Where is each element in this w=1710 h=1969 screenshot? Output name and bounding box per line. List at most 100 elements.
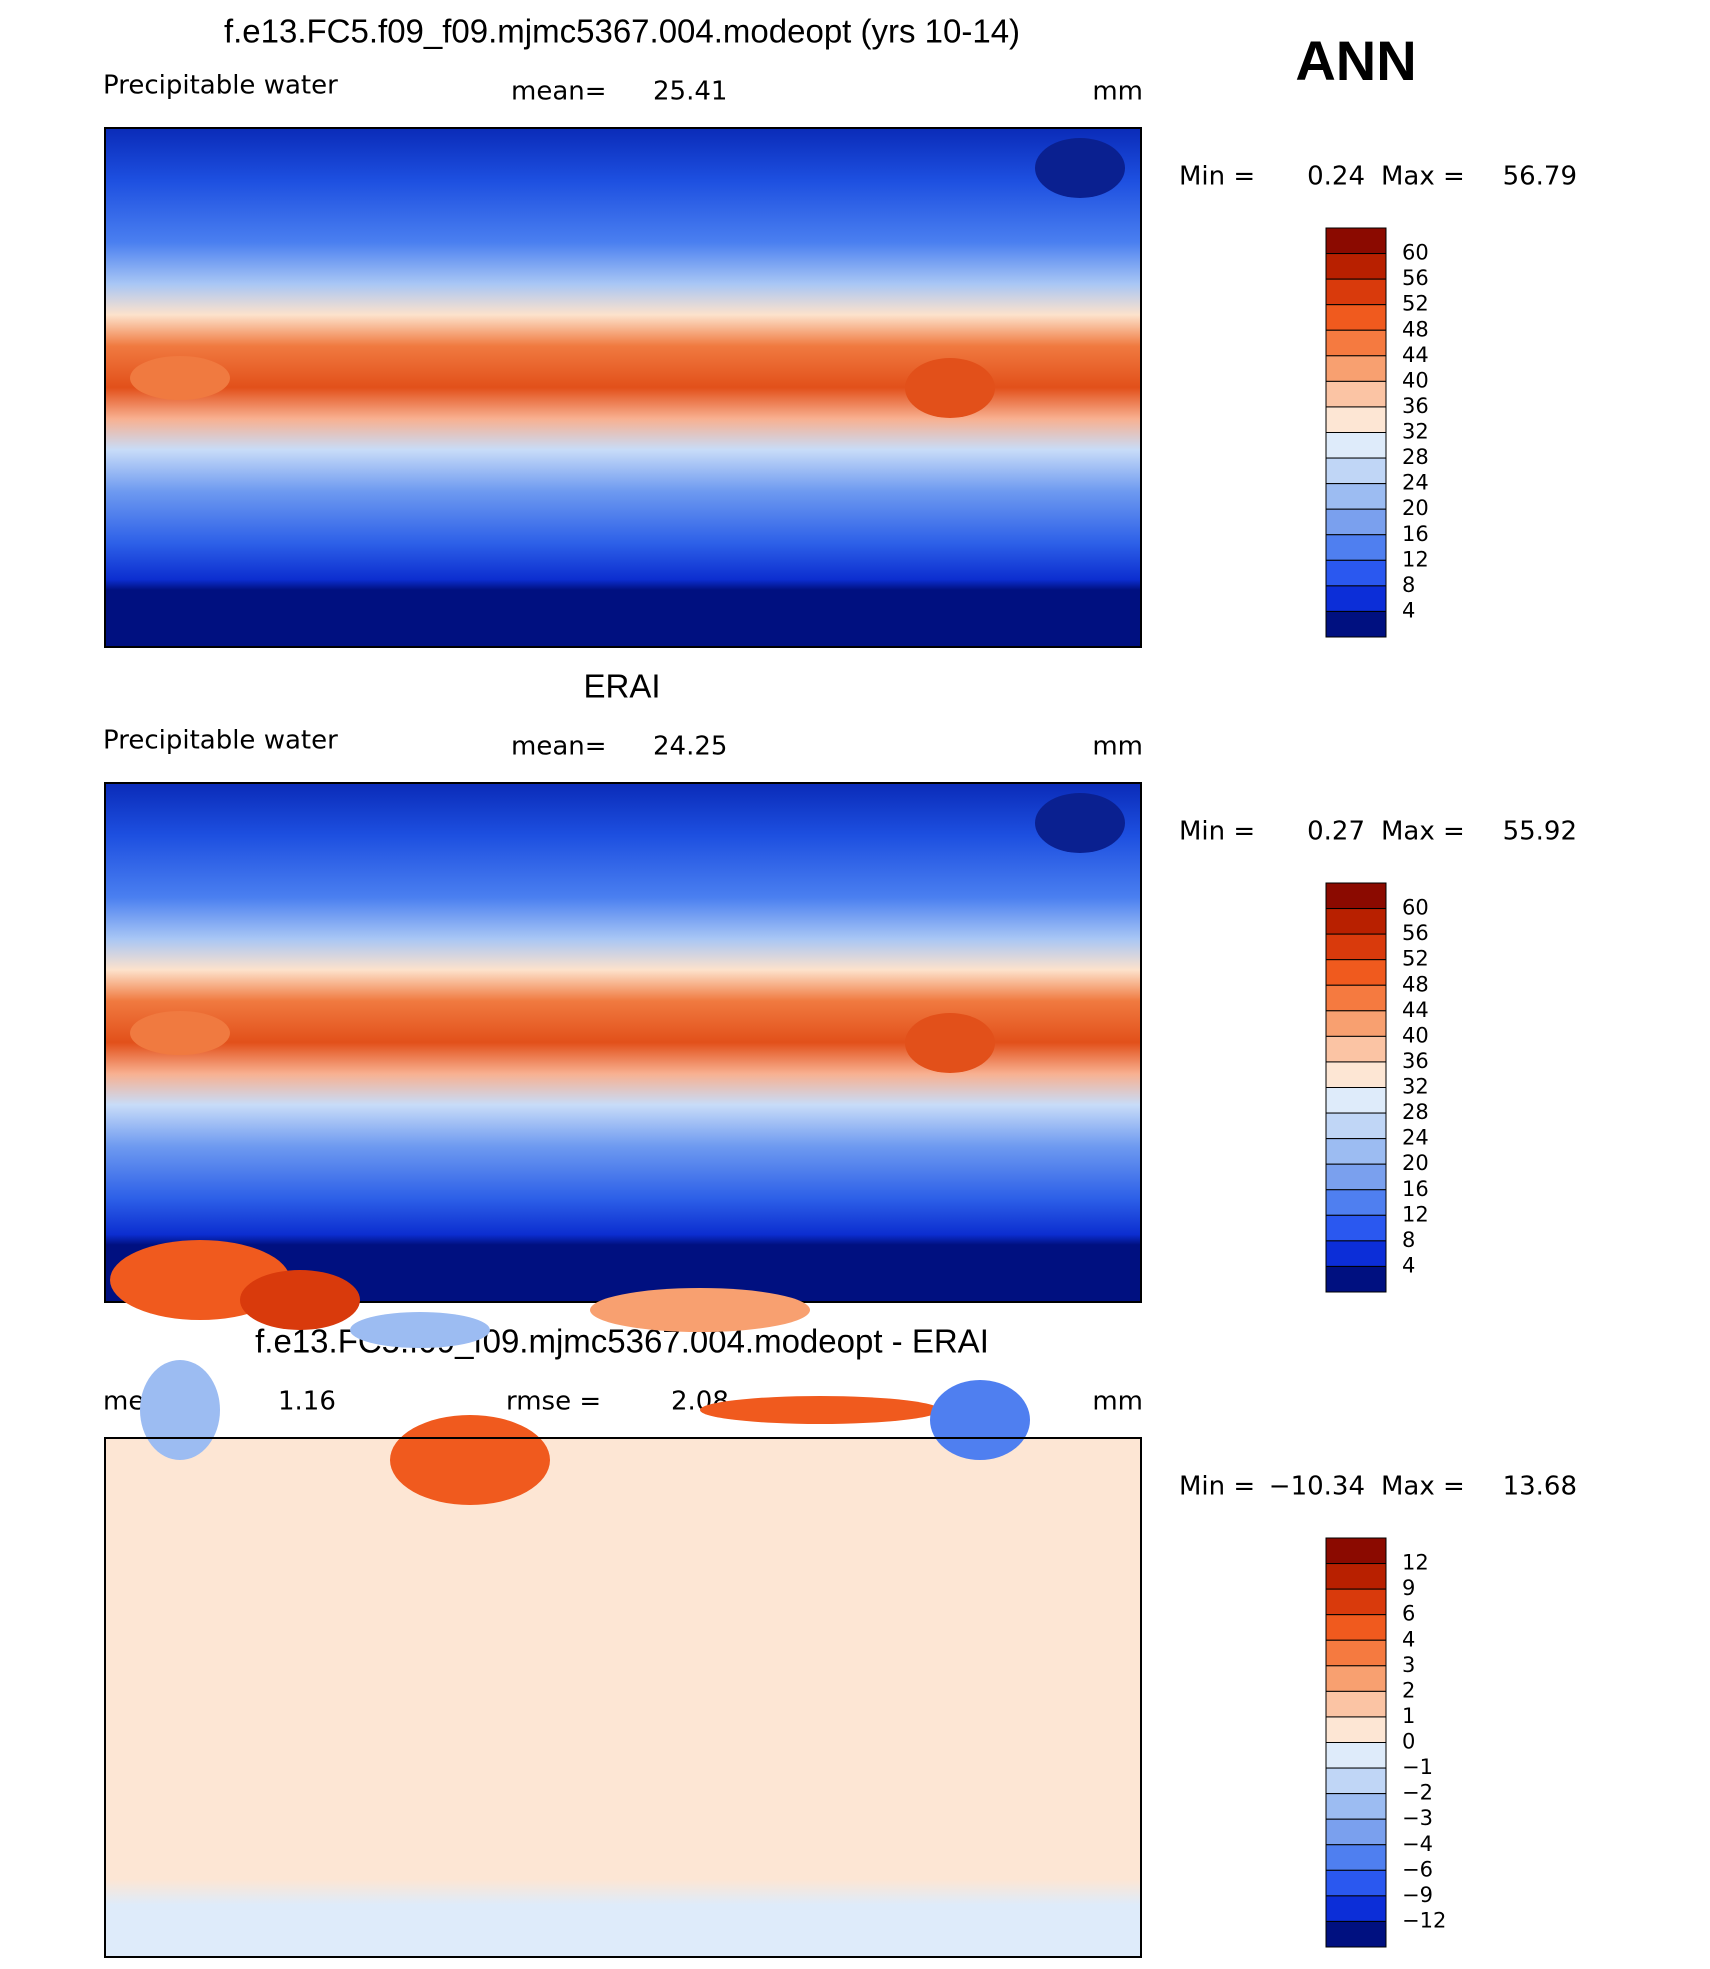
colorbar-box bbox=[1325, 1844, 1387, 1871]
colorbar-box bbox=[1325, 1563, 1387, 1590]
colorbar-box bbox=[1325, 1214, 1387, 1242]
map-anomaly bbox=[930, 1380, 1030, 1460]
colorbar-box bbox=[1325, 1010, 1387, 1037]
colorbar-label: −3 bbox=[1402, 1806, 1433, 1830]
colorbar-label: 48 bbox=[1402, 972, 1429, 996]
max-label: Max = bbox=[1381, 817, 1465, 847]
mean-value: 1.16 bbox=[278, 1387, 336, 1417]
map-frame bbox=[104, 1437, 1142, 1958]
colorbar-box bbox=[1325, 1767, 1387, 1795]
mean-label: mean= bbox=[511, 732, 607, 762]
mean-value: 24.25 bbox=[653, 732, 727, 762]
colorbar-label: 44 bbox=[1402, 343, 1429, 367]
map-feature bbox=[905, 358, 995, 418]
colorbar-label: 24 bbox=[1402, 471, 1429, 495]
min-label: Min = bbox=[1179, 162, 1255, 192]
colorbar-label: 52 bbox=[1402, 292, 1429, 316]
colorbar-label: 4 bbox=[1402, 598, 1415, 622]
colorbar-label: 40 bbox=[1402, 1023, 1429, 1047]
colorbar-box bbox=[1325, 610, 1387, 638]
colorbar-box bbox=[1325, 304, 1387, 331]
colorbar-box bbox=[1325, 508, 1387, 536]
map-feature bbox=[905, 1013, 995, 1073]
colorbar-box bbox=[1325, 1742, 1387, 1769]
colorbar-box bbox=[1325, 227, 1387, 255]
colorbar-box bbox=[1325, 534, 1387, 561]
colorbar-label: 24 bbox=[1402, 1126, 1429, 1150]
mean-label: mean= bbox=[511, 77, 607, 107]
unit: mm bbox=[1092, 732, 1143, 762]
rmse-label: rmse = bbox=[506, 1387, 601, 1417]
colorbar-label: 6 bbox=[1402, 1602, 1415, 1626]
colorbar-label: 36 bbox=[1402, 1049, 1429, 1073]
colorbar-label: 20 bbox=[1402, 1151, 1429, 1175]
colorbar-label: −2 bbox=[1402, 1781, 1433, 1805]
colorbar-box bbox=[1325, 933, 1387, 961]
map-anomaly bbox=[140, 1360, 220, 1460]
map-anomaly bbox=[700, 1396, 940, 1424]
colorbar-label: −1 bbox=[1402, 1755, 1433, 1779]
map-anomaly bbox=[590, 1288, 810, 1332]
colorbar-box bbox=[1325, 406, 1387, 433]
colorbar-box bbox=[1325, 329, 1387, 357]
colorbar-label: 12 bbox=[1402, 547, 1429, 571]
min-value: 0.27 bbox=[1307, 817, 1365, 847]
colorbar-box bbox=[1325, 1035, 1387, 1063]
colorbar-box bbox=[1325, 1716, 1387, 1743]
colorbar-label: 0 bbox=[1402, 1730, 1415, 1754]
colorbar-box bbox=[1325, 483, 1387, 510]
colorbar-box bbox=[1325, 432, 1387, 459]
map-feature bbox=[130, 1011, 230, 1055]
colorbar-label: −9 bbox=[1402, 1883, 1433, 1907]
colorbar-label: 12 bbox=[1402, 1551, 1429, 1575]
map-anomaly bbox=[240, 1270, 360, 1330]
colorbar-box bbox=[1325, 908, 1387, 935]
colorbar-box bbox=[1325, 1895, 1387, 1922]
mean-value: 25.41 bbox=[653, 77, 727, 107]
colorbar-label: 12 bbox=[1402, 1202, 1429, 1226]
map-frame bbox=[104, 127, 1142, 648]
colorbar-box bbox=[1325, 1061, 1387, 1088]
season-label: ANN bbox=[1295, 29, 1416, 92]
colorbar-box bbox=[1325, 1138, 1387, 1165]
min-label: Min = bbox=[1179, 817, 1255, 847]
min-value: −10.34 bbox=[1269, 1472, 1365, 1502]
field-name: Precipitable water bbox=[103, 726, 338, 756]
colorbar-box bbox=[1325, 1240, 1387, 1267]
colorbar-box bbox=[1325, 1163, 1387, 1191]
colorbar-box bbox=[1325, 1112, 1387, 1140]
colorbar-box bbox=[1325, 1265, 1387, 1293]
colorbar-label: 3 bbox=[1402, 1653, 1415, 1677]
colorbar-label: 16 bbox=[1402, 1177, 1429, 1201]
colorbar-label: 4 bbox=[1402, 1627, 1415, 1651]
colorbar-label: 44 bbox=[1402, 998, 1429, 1022]
max-value: 56.79 bbox=[1503, 162, 1577, 192]
min-value: 0.24 bbox=[1307, 162, 1365, 192]
colorbar-label: 36 bbox=[1402, 394, 1429, 418]
colorbar-box bbox=[1325, 1818, 1387, 1846]
map-feature bbox=[1035, 138, 1125, 198]
colorbar-label: 8 bbox=[1402, 573, 1415, 597]
colorbar-box bbox=[1325, 585, 1387, 612]
unit: mm bbox=[1092, 1387, 1143, 1417]
colorbar-box bbox=[1325, 1869, 1387, 1897]
colorbar-label: 52 bbox=[1402, 947, 1429, 971]
colorbar-label: 32 bbox=[1402, 420, 1429, 444]
colorbar-box bbox=[1325, 380, 1387, 408]
colorbar-label: 20 bbox=[1402, 496, 1429, 520]
colorbar-box bbox=[1325, 355, 1387, 382]
map-feature bbox=[1035, 793, 1125, 853]
colorbar-box bbox=[1325, 1690, 1387, 1718]
colorbar-box bbox=[1325, 1920, 1387, 1948]
map-anomaly bbox=[390, 1415, 550, 1505]
colorbar-box bbox=[1325, 278, 1387, 306]
max-label: Max = bbox=[1381, 162, 1465, 192]
colorbar-box bbox=[1325, 1537, 1387, 1565]
max-label: Max = bbox=[1381, 1472, 1465, 1502]
colorbar-label: −12 bbox=[1402, 1908, 1446, 1932]
colorbar-box bbox=[1325, 1665, 1387, 1692]
colorbar-box bbox=[1325, 984, 1387, 1012]
colorbar-box bbox=[1325, 559, 1387, 587]
colorbar-label: 28 bbox=[1402, 445, 1429, 469]
